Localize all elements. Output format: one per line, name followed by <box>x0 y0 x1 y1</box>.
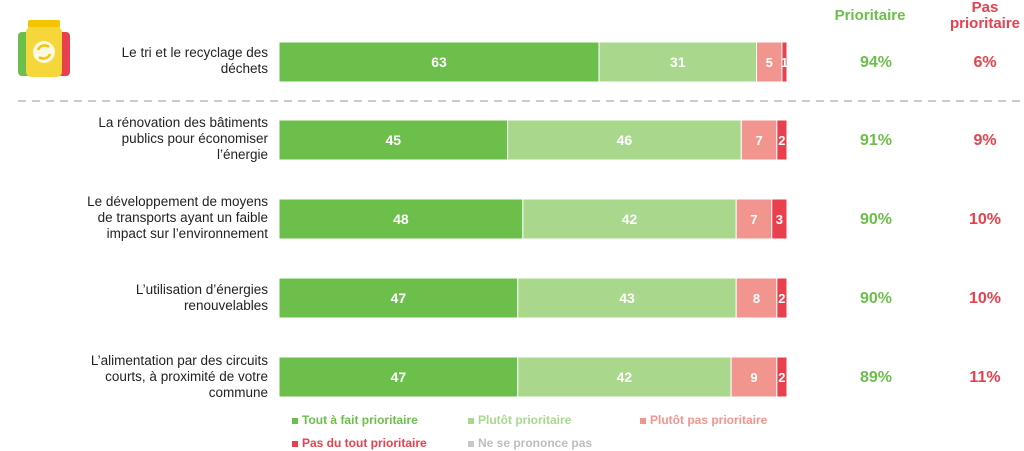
total-pas-prioritaire: 10% <box>969 290 1001 307</box>
data-label: 63 <box>431 54 447 70</box>
legend-swatch <box>292 440 298 447</box>
total-pas-prioritaire: 6% <box>973 54 996 71</box>
data-label: 46 <box>617 132 633 148</box>
data-label: 48 <box>393 211 409 227</box>
category-label-line: impact sur l’environnement <box>106 226 268 241</box>
category-label-line: La rénovation des bâtiments <box>98 115 268 130</box>
category-label: L’utilisation d’énergies renouvelables <box>60 282 268 314</box>
category-label-line: Le tri et le recyclage des <box>121 45 268 60</box>
legend-item-nsp: Ne se prononce pas <box>468 436 592 450</box>
bar-segment <box>517 356 732 398</box>
category-label-line: l’énergie <box>216 147 268 162</box>
legend-label: Tout à fait prioritaire <box>302 413 418 427</box>
data-label: 47 <box>391 369 407 385</box>
category-label: Le tri et le recyclage des déchets <box>60 45 268 77</box>
category-label-line: déchets <box>220 61 268 76</box>
data-label: 5 <box>766 55 773 70</box>
bar-segment <box>278 198 524 240</box>
total-prioritaire: 94% <box>860 54 892 71</box>
legend-swatch <box>292 417 298 424</box>
legend-label: Plutôt pas prioritaire <box>650 413 768 427</box>
data-label: 45 <box>386 132 402 148</box>
legend-item-pas-du-tout: Pas du tout prioritaire <box>292 436 427 450</box>
legend-item-plutot-pas: Plutôt pas prioritaire <box>640 413 767 427</box>
total-prioritaire: 90% <box>860 290 892 307</box>
total-pas-prioritaire: 11% <box>969 369 1000 386</box>
category-label-line: L’utilisation d’énergies <box>135 282 268 297</box>
bar-segment <box>507 119 742 161</box>
total-prioritaire: 91% <box>860 132 892 149</box>
category-label-line: Le développement de moyens <box>87 194 268 209</box>
data-label: 42 <box>617 369 633 385</box>
category-label-line: commune <box>208 385 268 400</box>
data-label: 2 <box>778 133 785 148</box>
category-label-line: L’alimentation par des circuits <box>90 353 268 368</box>
data-label: 9 <box>750 370 757 385</box>
data-label: 7 <box>755 133 762 148</box>
bar-segment <box>771 198 788 240</box>
header-prioritaire: Prioritaire <box>834 7 906 24</box>
total-prioritaire: 89% <box>860 369 892 386</box>
legend-swatch <box>468 417 474 424</box>
bar-segment <box>517 277 737 319</box>
legend-label: Plutôt prioritaire <box>478 413 572 427</box>
category-label: L’alimentation par des circuits courts, … <box>60 353 268 401</box>
data-label: 8 <box>753 291 760 306</box>
bar-segment <box>740 119 778 161</box>
data-label: 47 <box>391 290 407 306</box>
legend-item-tout-a-fait: Tout à fait prioritaire <box>292 413 418 427</box>
data-label: 3 <box>776 212 783 227</box>
bar-segment <box>776 356 788 398</box>
category-label-line: renouvelables <box>183 298 268 313</box>
bar-segment <box>776 277 788 319</box>
legend-item-plutot: Plutôt prioritaire <box>468 413 571 427</box>
header-pas-prioritaire: Pas prioritaire <box>935 0 1024 32</box>
bar-segment <box>756 41 783 83</box>
data-label: 1 <box>781 55 788 70</box>
recycling-bins-icon <box>12 18 76 85</box>
total-prioritaire: 90% <box>860 211 892 228</box>
legend-label: Ne se prononce pas <box>478 436 593 450</box>
data-label: 43 <box>619 290 635 306</box>
bar-segment <box>781 41 788 83</box>
data-label: 2 <box>778 291 785 306</box>
bar-segment <box>522 198 737 240</box>
total-pas-prioritaire: 10% <box>969 211 1001 228</box>
category-label: Le développement de moyens de transports… <box>60 194 268 242</box>
data-label: 31 <box>670 54 686 70</box>
legend-label: Pas du tout prioritaire <box>302 436 427 450</box>
bar-segment <box>735 198 773 240</box>
category-label-line: de transports ayant un faible <box>97 210 268 225</box>
bar-segment <box>278 41 600 83</box>
data-label: 7 <box>750 212 757 227</box>
category-label-line: courts, à proximité de votre <box>105 369 268 384</box>
bar-segment <box>278 119 509 161</box>
bar-segment <box>735 277 778 319</box>
category-label: La rénovation des bâtiments publics pour… <box>60 115 268 163</box>
bar-segment <box>278 277 519 319</box>
bar-segment <box>776 119 788 161</box>
legend-swatch <box>640 417 646 424</box>
header-pas-prioritaire-line1: Pas <box>971 0 999 16</box>
header-pas-prioritaire-line2: prioritaire <box>949 15 1021 32</box>
data-label: 42 <box>622 211 638 227</box>
data-label: 2 <box>778 370 785 385</box>
legend-swatch <box>468 440 474 447</box>
total-pas-prioritaire: 9% <box>973 132 996 149</box>
bar-segment <box>730 356 778 398</box>
category-label-line: publics pour économiser <box>121 131 268 146</box>
